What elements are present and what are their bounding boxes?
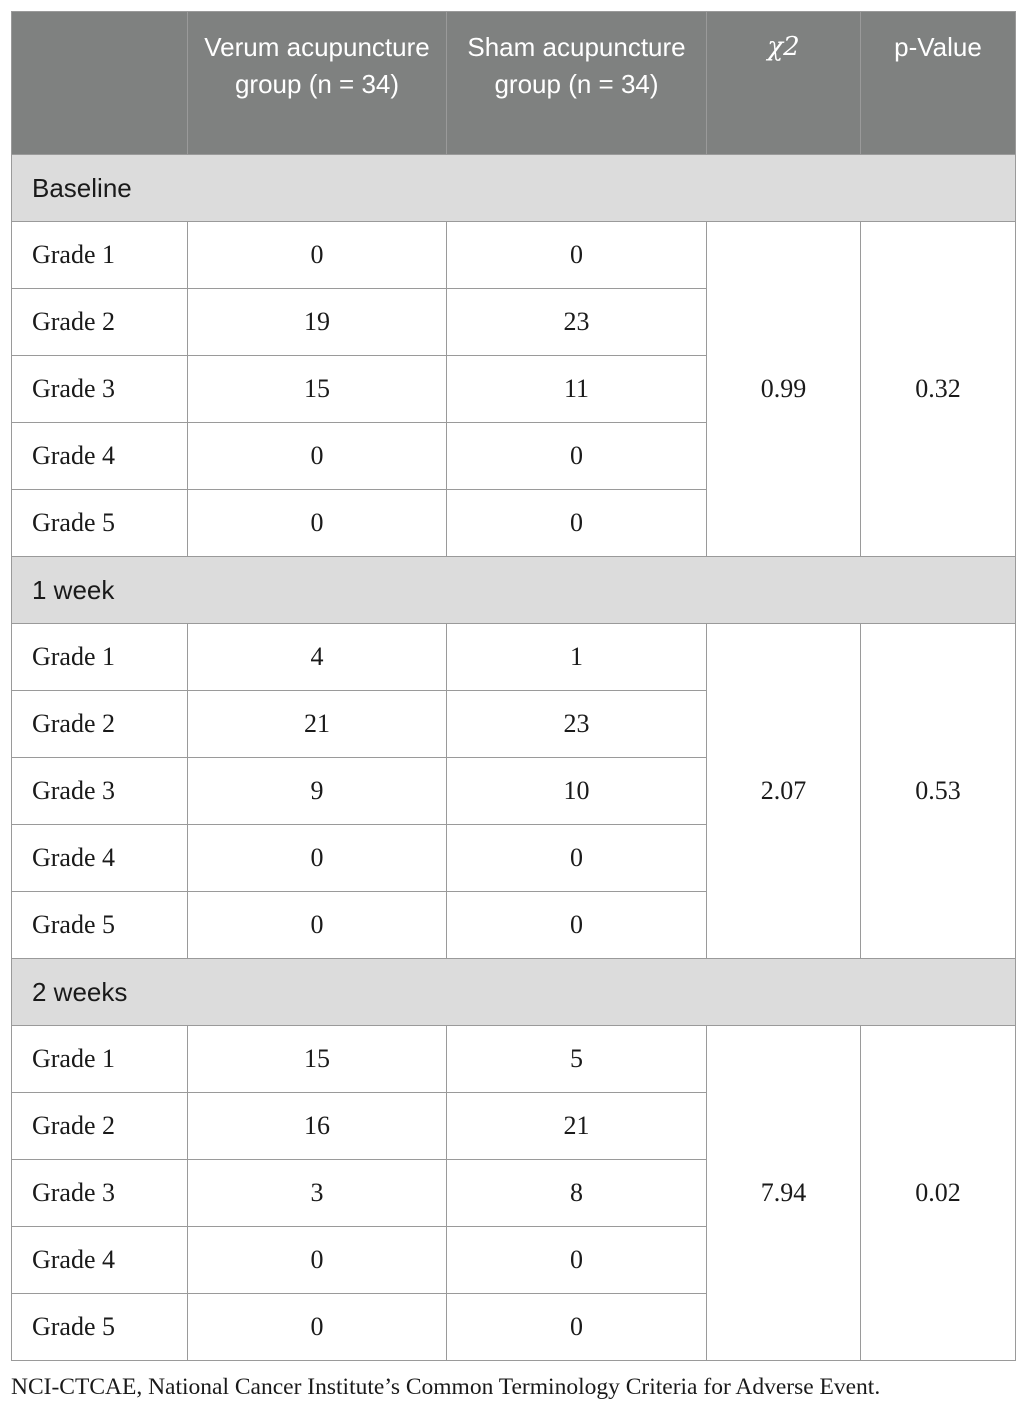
table-row: Grade 1 15 5 7.94 0.02 <box>11 1025 1016 1361</box>
chi-square-value: 0.99 <box>706 221 861 557</box>
table-row: Grade 3 9 10 <box>11 757 1016 825</box>
verum-value: 15 <box>187 1025 447 1093</box>
sham-value: 10 <box>446 757 707 825</box>
results-table: Verum acupuncture group (n = 34) Sham ac… <box>11 11 1016 1361</box>
sham-value: 0 <box>446 221 707 289</box>
verum-value: 0 <box>187 221 447 289</box>
header-blank-cell <box>11 11 188 155</box>
sham-value: 0 <box>446 1293 707 1361</box>
table-row: Grade 3 3 8 <box>11 1159 1016 1227</box>
section-row-2-weeks: 2 weeks <box>11 958 1016 1026</box>
section-row-baseline: Baseline <box>11 154 1016 222</box>
grade-label: Grade 2 <box>11 1092 188 1160</box>
grade-label: Grade 2 <box>11 288 188 356</box>
verum-value: 0 <box>187 422 447 490</box>
section-title: 1 week <box>11 556 1016 624</box>
header-verum: Verum acupuncture group (n = 34) <box>187 11 447 155</box>
verum-value: 0 <box>187 891 447 959</box>
table-row: Grade 1 4 1 2.07 0.53 <box>11 623 1016 959</box>
sham-value: 8 <box>446 1159 707 1227</box>
table-footnote: NCI-CTCAE, National Cancer Institute’s C… <box>11 1374 881 1400</box>
verum-value: 0 <box>187 1226 447 1294</box>
table-row: Grade 5 0 0 <box>11 1293 1016 1361</box>
header-sham: Sham acupuncture group (n = 34) <box>446 11 707 155</box>
sham-value: 21 <box>446 1092 707 1160</box>
grade-label: Grade 5 <box>11 1293 188 1361</box>
results-table-container: Verum acupuncture group (n = 34) Sham ac… <box>11 11 1016 1361</box>
verum-value: 9 <box>187 757 447 825</box>
grade-label: Grade 4 <box>11 1226 188 1294</box>
verum-value: 21 <box>187 690 447 758</box>
p-value: 0.02 <box>860 1025 1016 1361</box>
sham-value: 0 <box>446 891 707 959</box>
table-row: Grade 1 0 0 0.99 0.32 <box>11 221 1016 557</box>
p-value: 0.32 <box>860 221 1016 557</box>
grade-label: Grade 5 <box>11 489 188 557</box>
table-body: Baseline Grade 1 0 0 0.99 0.32 Grade 2 1… <box>11 154 1016 1361</box>
verum-value: 15 <box>187 355 447 423</box>
sham-value: 23 <box>446 690 707 758</box>
verum-value: 0 <box>187 489 447 557</box>
verum-value: 19 <box>187 288 447 356</box>
sham-value: 0 <box>446 422 707 490</box>
header-row: Verum acupuncture group (n = 34) Sham ac… <box>11 11 1016 155</box>
sham-value: 0 <box>446 489 707 557</box>
grade-label: Grade 3 <box>11 355 188 423</box>
chi-square-value: 2.07 <box>706 623 861 959</box>
grade-label: Grade 5 <box>11 891 188 959</box>
verum-value: 3 <box>187 1159 447 1227</box>
sham-value: 5 <box>446 1025 707 1093</box>
verum-value: 0 <box>187 1293 447 1361</box>
table-header: Verum acupuncture group (n = 34) Sham ac… <box>11 11 1016 155</box>
grade-label: Grade 1 <box>11 623 188 691</box>
grade-label: Grade 4 <box>11 422 188 490</box>
sham-value: 0 <box>446 824 707 892</box>
verum-value: 16 <box>187 1092 447 1160</box>
grade-label: Grade 4 <box>11 824 188 892</box>
sham-value: 0 <box>446 1226 707 1294</box>
sham-value: 23 <box>446 288 707 356</box>
verum-value: 4 <box>187 623 447 691</box>
grade-label: Grade 3 <box>11 1159 188 1227</box>
table-row: Grade 4 0 0 <box>11 422 1016 490</box>
table-row: Grade 5 0 0 <box>11 891 1016 959</box>
table-row: Grade 2 16 21 <box>11 1092 1016 1160</box>
header-p-value: p-Value <box>860 11 1016 155</box>
grade-label: Grade 3 <box>11 757 188 825</box>
p-value: 0.53 <box>860 623 1016 959</box>
sham-value: 11 <box>446 355 707 423</box>
section-title: 2 weeks <box>11 958 1016 1026</box>
section-row-1-week: 1 week <box>11 556 1016 624</box>
chi-square-value: 7.94 <box>706 1025 861 1361</box>
grade-label: Grade 2 <box>11 690 188 758</box>
header-chi-square: χ2 <box>706 11 861 155</box>
sham-value: 1 <box>446 623 707 691</box>
table-row: Grade 2 19 23 <box>11 288 1016 356</box>
verum-value: 0 <box>187 824 447 892</box>
table-row: Grade 5 0 0 <box>11 489 1016 557</box>
grade-label: Grade 1 <box>11 1025 188 1093</box>
section-title: Baseline <box>11 154 1016 222</box>
grade-label: Grade 1 <box>11 221 188 289</box>
table-row: Grade 4 0 0 <box>11 824 1016 892</box>
